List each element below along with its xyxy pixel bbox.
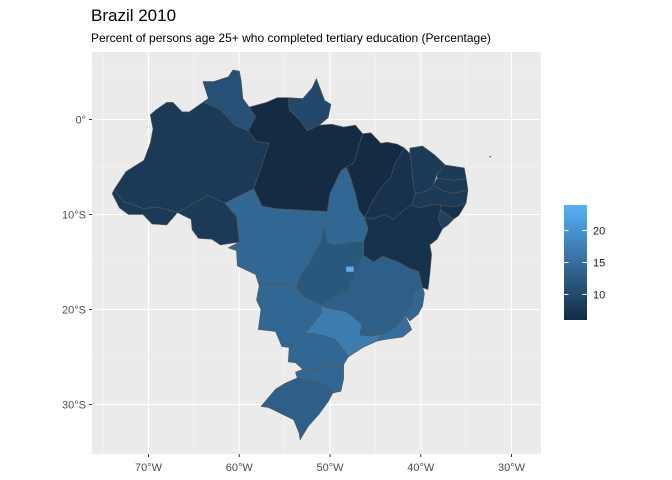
state-rondonia [177,195,240,246]
y-tick-label: 20°S [62,305,86,317]
legend-label: 10 [593,289,605,301]
chart-title: Brazil 2010 [91,6,177,25]
legend: 20 15 10 [564,205,605,320]
state-distrito-federal [345,266,355,273]
island-speck [489,156,491,158]
y-tick-label: 30°S [62,400,86,412]
states-layer [111,69,491,440]
x-tick-label: 60°W [226,462,254,474]
x-tick-label: 30°W [498,462,526,474]
x-tick-label: 70°W [135,462,163,474]
chart-subtitle: Percent of persons age 25+ who completed… [91,31,491,45]
y-tick-label: 10°S [62,210,86,222]
state-rio-grande-do-sul [260,377,333,440]
state-espirito-santo [404,287,425,322]
state-goias [296,227,364,306]
axes: 70°W 60°W 50°W 40°W 30°W 0° 10°S 20°S 30°S [62,115,526,475]
x-tick-label: 40°W [407,462,435,474]
state-roraima [202,69,256,132]
legend-label: 15 [593,258,605,270]
legend-colorbar [564,205,587,320]
x-tick-label: 50°W [316,462,344,474]
state-acre [111,189,178,226]
state-parana [288,333,349,370]
y-tick-label: 0° [75,115,86,127]
legend-label: 20 [593,226,605,238]
